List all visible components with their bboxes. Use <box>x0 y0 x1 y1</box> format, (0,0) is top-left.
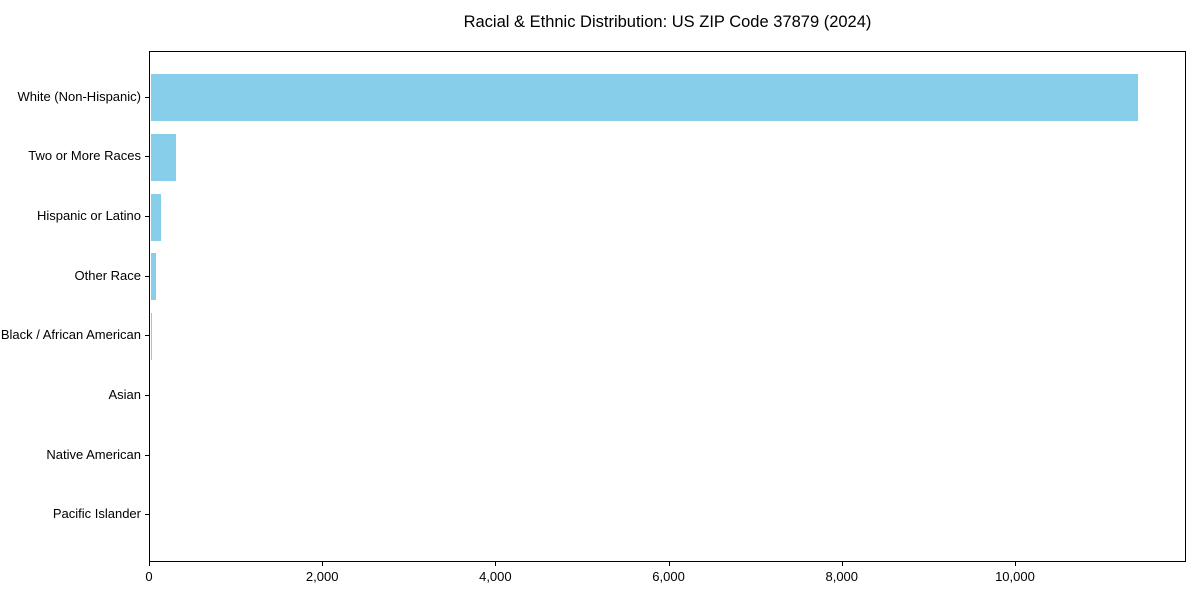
y-tick-mark <box>145 514 149 516</box>
bar-white-non-hispanic <box>151 74 1139 122</box>
bar-other-race <box>151 253 156 301</box>
y-tick-mark <box>145 454 149 456</box>
y-tick-label: White (Non-Hispanic) <box>17 88 141 104</box>
y-tick-mark <box>145 156 149 158</box>
y-tick-label: Asian <box>108 386 141 402</box>
x-tick-label: 4,000 <box>479 569 512 584</box>
y-tick-label: Two or More Races <box>28 148 141 164</box>
y-tick-mark <box>145 216 149 218</box>
x-tick-mark <box>149 562 150 566</box>
x-tick-label: 8,000 <box>825 569 859 584</box>
x-tick-label: 6,000 <box>652 569 685 584</box>
plot-area <box>149 51 1186 562</box>
y-tick-mark <box>145 96 149 98</box>
bar-hispanic-or-latino <box>151 193 161 241</box>
x-tick-mark <box>322 562 324 566</box>
y-tick-mark <box>145 275 149 277</box>
x-tick-label: 0 <box>145 569 153 584</box>
y-tick-label: Other Race <box>74 267 141 283</box>
y-tick-label: Hispanic or Latino <box>36 208 141 224</box>
y-tick-mark <box>145 394 149 396</box>
chart-title: Racial & Ethnic Distribution: US ZIP Cod… <box>463 13 872 31</box>
x-tick-mark <box>1014 562 1016 566</box>
bar-black-african-american <box>151 312 153 360</box>
x-tick-mark <box>668 562 670 566</box>
x-tick-mark <box>495 562 497 566</box>
x-tick-mark <box>841 562 843 566</box>
x-tick-label: 10,000 <box>995 569 1035 584</box>
y-tick-mark <box>145 335 149 337</box>
y-tick-label: Pacific Islander <box>52 506 141 522</box>
y-tick-label: Native American <box>46 446 141 462</box>
y-tick-label: Black / African American <box>0 327 141 343</box>
x-tick-label: 2,000 <box>305 569 339 584</box>
bar-two-or-more-races <box>151 133 177 181</box>
